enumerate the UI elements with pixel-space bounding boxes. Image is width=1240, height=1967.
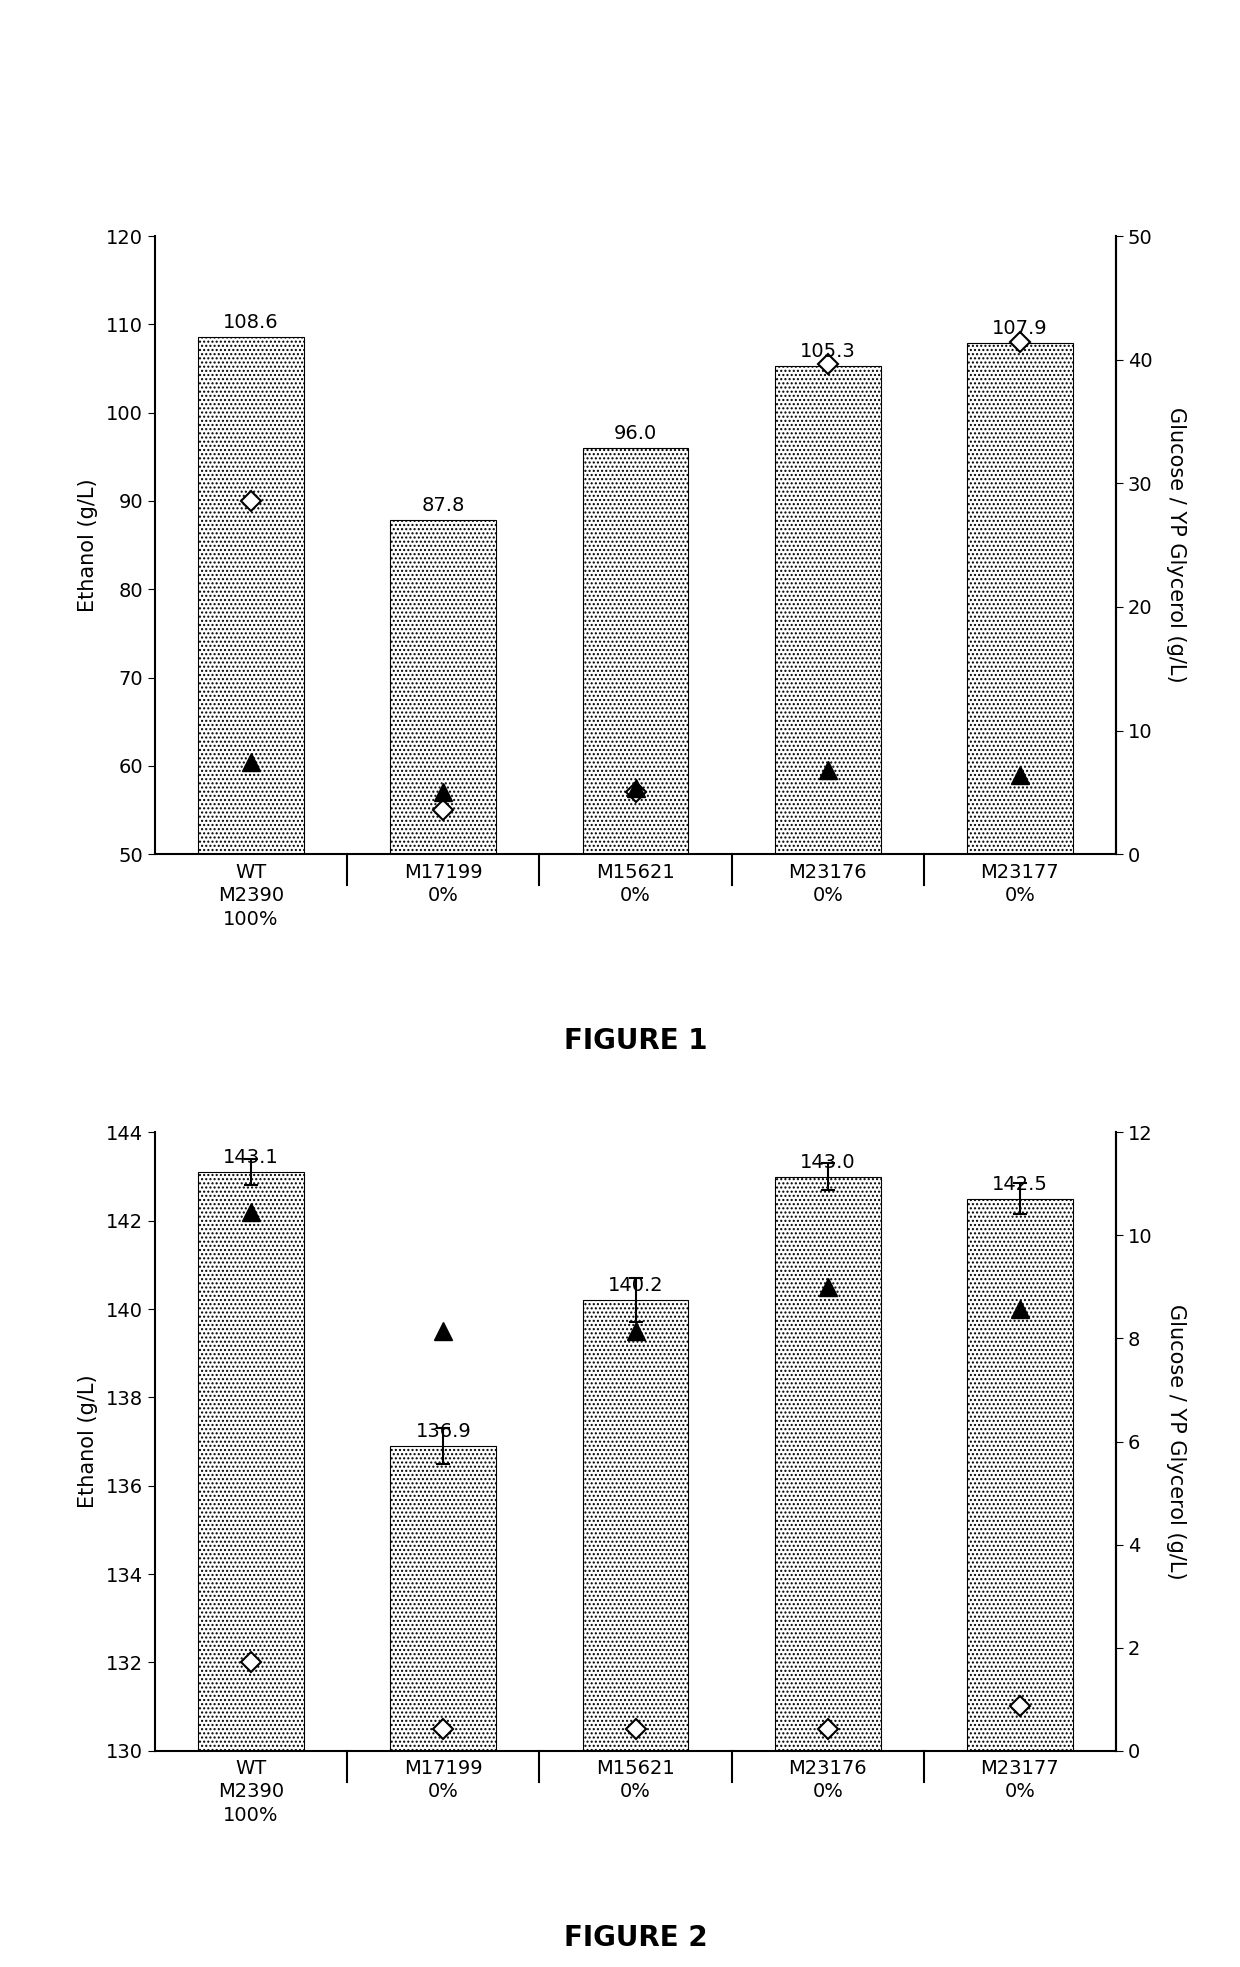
Y-axis label: Ethanol (g/L): Ethanol (g/L) — [78, 1375, 98, 1509]
Bar — [967, 342, 1073, 854]
Text: 142.5: 142.5 — [992, 1174, 1048, 1194]
Y-axis label: Glucose / YP Glycerol (g/L): Glucose / YP Glycerol (g/L) — [1167, 1304, 1187, 1580]
Y-axis label: Glucose / YP Glycerol (g/L): Glucose / YP Glycerol (g/L) — [1167, 407, 1187, 683]
Text: FIGURE 1: FIGURE 1 — [564, 1027, 707, 1056]
Bar — [583, 448, 688, 854]
Bar — [583, 1300, 688, 1751]
Bar — [967, 1198, 1073, 1751]
Text: 136.9: 136.9 — [415, 1422, 471, 1442]
Text: 105.3: 105.3 — [800, 342, 856, 360]
Bar — [391, 521, 496, 854]
Bar — [775, 1176, 880, 1751]
Bar — [198, 336, 304, 854]
Bar — [198, 1172, 304, 1751]
Text: FIGURE 2: FIGURE 2 — [564, 1924, 707, 1951]
Text: 107.9: 107.9 — [992, 319, 1048, 338]
Text: 96.0: 96.0 — [614, 425, 657, 443]
Text: 140.2: 140.2 — [608, 1277, 663, 1296]
Bar — [775, 366, 880, 854]
Text: 87.8: 87.8 — [422, 496, 465, 515]
Text: 143.0: 143.0 — [800, 1153, 856, 1172]
Bar — [391, 1446, 496, 1751]
Text: 108.6: 108.6 — [223, 313, 279, 332]
Text: 143.1: 143.1 — [223, 1149, 279, 1166]
Y-axis label: Ethanol (g/L): Ethanol (g/L) — [78, 478, 98, 612]
